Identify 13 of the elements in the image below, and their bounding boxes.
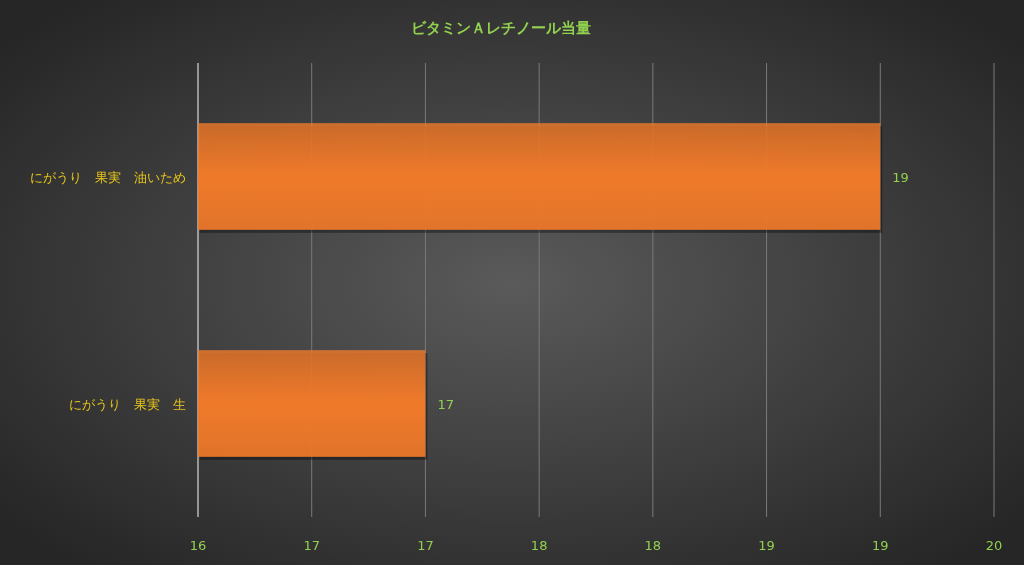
category: にがうり 果実 油いため — [30, 169, 186, 185]
xtick: 17 — [417, 538, 434, 553]
data-label: 19 — [892, 169, 909, 185]
xtick: 18 — [644, 538, 662, 553]
category: にがうり 果実 生 — [69, 396, 186, 412]
xtick: 19 — [758, 538, 775, 553]
xtick: 18 — [530, 538, 548, 553]
xtick: 19 — [872, 538, 889, 553]
data-label: 17 — [437, 396, 454, 412]
xtick: 20 — [985, 538, 1003, 553]
title: ビタミンＡレチノール当量 — [411, 19, 591, 37]
xtick: 17 — [303, 538, 320, 553]
xtick: 16 — [189, 538, 207, 553]
